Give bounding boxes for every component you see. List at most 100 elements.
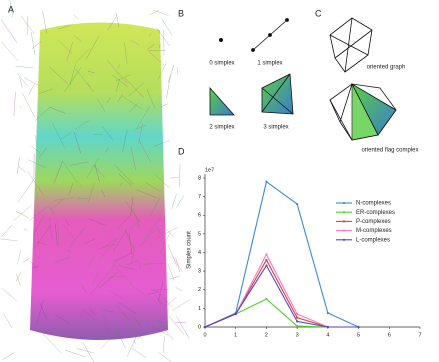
fiber <box>107 60 128 84</box>
fiber <box>124 230 135 250</box>
fiber <box>90 278 104 295</box>
fiber <box>9 0 13 18</box>
fiber <box>36 242 47 245</box>
fiber <box>102 126 113 140</box>
fiber <box>69 227 85 248</box>
fiber <box>106 96 112 103</box>
fiber <box>116 305 130 321</box>
fiber <box>159 293 173 307</box>
fiber <box>175 256 180 273</box>
fiber <box>76 348 94 354</box>
fiber <box>18 166 26 173</box>
fiber <box>99 223 108 234</box>
fiber <box>176 67 178 74</box>
fiber <box>139 230 155 247</box>
fiber <box>87 71 95 73</box>
fiber <box>112 264 133 284</box>
point <box>326 311 329 315</box>
fiber <box>166 296 177 306</box>
fiber <box>156 27 170 47</box>
y-tick-label: 6 <box>198 213 201 219</box>
fiber <box>161 18 173 36</box>
fiber <box>166 74 171 99</box>
fiber <box>147 291 160 295</box>
fiber <box>92 272 99 286</box>
fiber <box>131 244 136 265</box>
fiber <box>143 263 164 265</box>
fiber <box>15 271 22 282</box>
fiber <box>153 10 169 16</box>
point <box>326 325 329 329</box>
fiber <box>36 299 44 325</box>
fiber <box>175 287 183 292</box>
fiber <box>172 255 183 272</box>
y-tick-label: 0 <box>198 324 201 330</box>
fiber <box>17 73 29 87</box>
point <box>234 312 237 316</box>
fiber <box>155 318 174 340</box>
fiber <box>97 243 116 250</box>
fiber <box>0 19 18 43</box>
fiber <box>54 314 70 324</box>
fiber <box>107 16 117 31</box>
fiber <box>170 176 180 179</box>
fiber <box>67 249 71 253</box>
fiber <box>117 94 123 102</box>
fiber <box>145 182 161 192</box>
fiber <box>149 197 161 217</box>
legend-label: N-complexes <box>356 201 391 207</box>
fiber <box>16 156 20 175</box>
series-line <box>204 264 359 328</box>
fiber <box>135 106 150 131</box>
fiber <box>114 164 134 185</box>
legend-marker <box>342 201 346 205</box>
fiber <box>133 207 140 228</box>
fiber <box>65 219 69 226</box>
column <box>30 22 168 340</box>
fiber <box>100 328 121 349</box>
fiber <box>100 309 116 313</box>
fiber <box>89 308 96 316</box>
fiber <box>80 284 87 294</box>
fiber <box>57 219 59 245</box>
graph-label: oriented graph <box>367 65 406 71</box>
simplex-label: 0 simplex <box>209 61 234 67</box>
fiber <box>69 161 88 166</box>
fiber <box>167 263 175 281</box>
fiber <box>13 91 16 117</box>
y-multiplier: 1e7 <box>205 167 214 173</box>
fiber <box>30 261 38 271</box>
fiber <box>176 316 190 339</box>
point <box>265 258 268 262</box>
simplex-label: 1 simplex <box>257 61 282 67</box>
y-tick-label: 4 <box>198 250 201 256</box>
fiber <box>96 98 106 112</box>
fiber <box>63 224 74 238</box>
legend-label: ER-complexes <box>356 210 395 216</box>
fiber <box>1 224 13 237</box>
fiber <box>64 67 82 93</box>
fiber <box>19 77 23 88</box>
fiber <box>28 83 35 95</box>
fiber <box>73 14 79 20</box>
fiber <box>26 15 28 35</box>
fiber <box>23 228 28 231</box>
fiber <box>69 64 76 86</box>
fiber <box>62 161 78 184</box>
fiber <box>167 64 175 83</box>
fiber <box>128 283 148 297</box>
fiber <box>74 35 83 43</box>
fiber <box>150 289 158 292</box>
point <box>265 297 268 301</box>
fiber <box>118 265 134 270</box>
fiber <box>147 50 165 66</box>
fiber <box>31 145 41 154</box>
fiber <box>128 233 133 255</box>
fiber <box>102 314 112 339</box>
fiber <box>103 260 118 280</box>
fiber <box>153 139 171 147</box>
fiber <box>29 206 48 221</box>
point <box>265 180 268 183</box>
fiber <box>166 229 175 238</box>
fiber <box>134 317 142 327</box>
